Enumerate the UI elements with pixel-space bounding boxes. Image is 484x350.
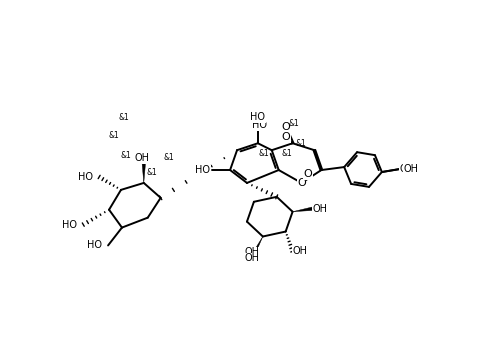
Text: OH: OH: [134, 153, 149, 163]
Text: OH: OH: [404, 164, 419, 174]
Text: OH: OH: [244, 253, 259, 263]
Text: OH: OH: [400, 164, 415, 174]
Text: &1: &1: [119, 113, 129, 122]
Text: O: O: [281, 122, 290, 132]
Text: OH: OH: [293, 246, 308, 257]
Polygon shape: [142, 163, 146, 183]
Text: OH: OH: [313, 204, 328, 214]
Text: HO: HO: [62, 219, 77, 230]
Text: &1: &1: [295, 139, 306, 148]
Text: HO: HO: [87, 240, 102, 251]
Text: &1: &1: [146, 168, 157, 176]
Text: &1: &1: [163, 153, 174, 162]
Text: &1: &1: [281, 149, 292, 158]
Text: &1: &1: [108, 131, 120, 140]
Text: HO: HO: [252, 120, 267, 131]
Text: &1: &1: [288, 119, 299, 128]
Text: O: O: [297, 178, 306, 188]
Polygon shape: [293, 207, 313, 212]
Text: &1: &1: [121, 150, 131, 160]
Text: HO: HO: [195, 165, 210, 175]
Text: O: O: [303, 169, 312, 179]
Text: HO: HO: [78, 172, 93, 182]
Text: O: O: [281, 132, 290, 142]
Text: &1: &1: [258, 149, 269, 158]
Text: HO: HO: [250, 112, 265, 122]
Polygon shape: [250, 237, 263, 258]
Text: OH: OH: [244, 247, 259, 257]
Text: HO: HO: [195, 165, 210, 175]
